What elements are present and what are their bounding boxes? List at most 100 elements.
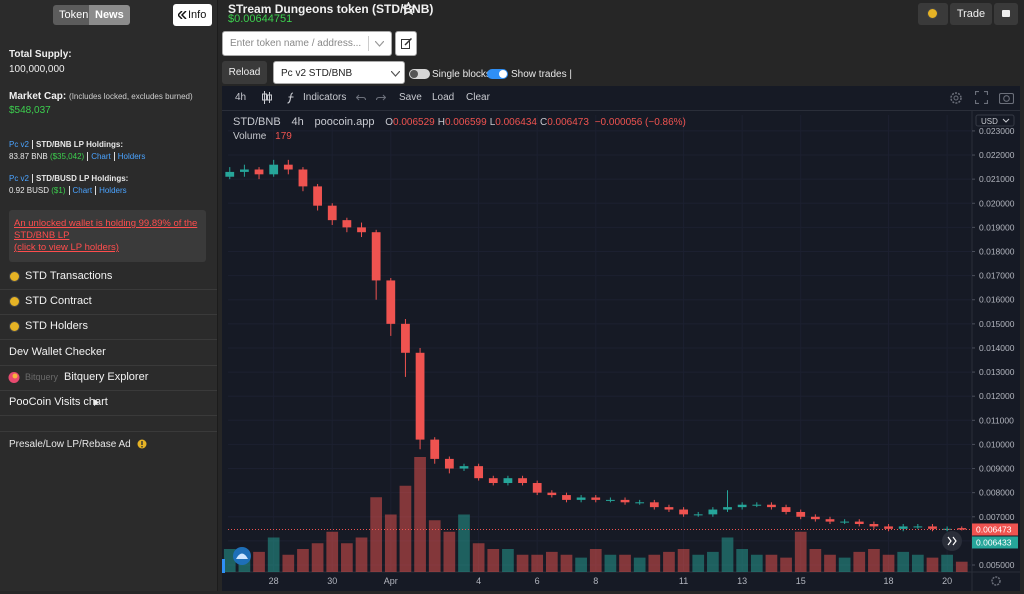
candle-body: [357, 227, 366, 233]
dropdown-caret: [391, 71, 400, 77]
menu-item[interactable]: STD Contract: [0, 289, 217, 315]
search-input[interactable]: Enter token name / address...: [222, 31, 392, 56]
ohlc-key: C: [539, 117, 548, 128]
candle-body: [342, 220, 352, 228]
currency-dropdown[interactable]: USD: [975, 114, 1015, 127]
trade-button[interactable]: Trade: [950, 3, 992, 25]
menu-item[interactable]: Bitquery Bitquery Explorer: [0, 365, 217, 391]
lp-source[interactable]: Pc v2: [9, 140, 30, 149]
menu-label: PooCoin Visits chart: [9, 396, 108, 408]
show-trades-label: Show trades |: [511, 69, 572, 80]
candle-body: [313, 186, 322, 206]
y-tick-label: 0.016000: [979, 295, 1015, 305]
volume-bar: [575, 557, 587, 572]
clear-button[interactable]: Clear: [466, 92, 490, 103]
indicators-button[interactable]: Indicators: [303, 92, 347, 103]
ohlc-value: 0.006529: [393, 117, 435, 128]
favorite-star[interactable]: [402, 2, 415, 15]
info-label: Info: [188, 9, 207, 21]
volume-bar: [458, 514, 470, 572]
single-blocks-label: Single blocks: [432, 69, 491, 80]
snapshot-icon[interactable]: [999, 91, 1014, 104]
lp-source[interactable]: Pc v2: [9, 174, 30, 183]
scroll-chevron: [947, 536, 952, 546]
menu-button[interactable]: [994, 3, 1018, 25]
lp-amount: 83.87 BNB: [9, 152, 48, 161]
volume-bar: [633, 557, 646, 572]
lp-usd: ($35,042): [49, 152, 85, 161]
volume-bar: [809, 549, 822, 572]
edit-button[interactable]: [395, 31, 417, 56]
candle-body: [459, 466, 469, 469]
volume-bar: [297, 549, 309, 572]
single-blocks-toggle[interactable]: [409, 69, 430, 79]
dropdown-caret: [1002, 118, 1010, 123]
interval-button[interactable]: 4h: [235, 92, 247, 103]
lp-title: STD/BUSD LP Holdings:: [32, 174, 129, 183]
volume-bar: [911, 554, 924, 572]
warning-box[interactable]: An unlocked wallet is holding 99.89% of …: [9, 210, 206, 262]
menu-item[interactable]: Dev Wallet Checker: [0, 340, 217, 366]
lp-holdings-1: Pc v2 STD/BNB LP Holdings: 83.87 BNB ($35…: [9, 140, 146, 161]
y-tick-label: 0.008000: [979, 488, 1015, 498]
candle-body: [547, 492, 557, 496]
scroll-button[interactable]: [942, 531, 962, 551]
lp-holdings-2: Pc v2 STD/BUSD LP Holdings: 0.92 BUSD ($1…: [9, 174, 129, 195]
candle-body: [649, 502, 659, 508]
candle-body: [723, 507, 732, 510]
lp-link[interactable]: Holders: [113, 152, 146, 161]
volume-bar: [443, 531, 456, 572]
chart-button[interactable]: [918, 3, 948, 25]
settings-icon[interactable]: [949, 91, 963, 105]
candle-body: [928, 526, 937, 529]
lp-link[interactable]: Chart: [87, 152, 111, 161]
menu-item[interactable]: PooCoin Visits chart: [0, 390, 217, 416]
redo-icon[interactable]: [376, 94, 386, 102]
total-supply: 100,000,000: [9, 64, 65, 75]
save-button[interactable]: Save: [399, 92, 422, 103]
legend-interval: 4h: [291, 116, 304, 128]
news-tab[interactable]: News: [89, 5, 130, 25]
candle-type-icon[interactable]: [262, 91, 272, 104]
show-trades-toggle[interactable]: [487, 69, 508, 79]
volume-bar: [692, 554, 705, 572]
candle-body: [752, 504, 762, 506]
candle-body: [327, 205, 337, 221]
pair-select[interactable]: Pc v2 STD/BNB: [273, 61, 405, 84]
volume-bar: [736, 549, 749, 572]
menu-label: STD Contract: [25, 295, 92, 307]
volume-bar: [472, 543, 485, 572]
menu-item[interactable]: STD Transactions: [0, 264, 217, 290]
candle-body: [576, 497, 586, 500]
undo-icon[interactable]: [356, 94, 366, 102]
ohlc-value: 0.006473: [547, 117, 589, 128]
volume-bar: [545, 551, 558, 572]
volume-bar: [531, 554, 544, 572]
volume-bar: [487, 549, 500, 572]
menu-item[interactable]: STD Holders: [0, 314, 217, 340]
sidebar: Token News Info Total Supply: 100,000,00…: [0, 0, 218, 591]
legend-symbol: STD/BNB: [233, 116, 281, 128]
price-tag-label: 0.006433: [976, 537, 1012, 547]
ad-link[interactable]: Presale/Low LP/Rebase Ad: [9, 439, 147, 450]
candle-body: [840, 521, 850, 523]
edit-icon: [401, 38, 412, 49]
toggle-knob: [499, 70, 507, 78]
x-tick-label: 20: [942, 576, 952, 586]
info-button[interactable]: Info: [173, 4, 212, 26]
lp-link[interactable]: Chart: [68, 186, 93, 195]
lp-link[interactable]: Holders: [95, 186, 127, 195]
volume-bar: [341, 543, 353, 572]
lp-title: STD/BNB LP Holdings:: [32, 140, 123, 149]
chevron-icon: [178, 11, 187, 19]
warning-link[interactable]: (click to view LP holders): [14, 242, 119, 253]
token-tab[interactable]: Token: [53, 5, 95, 25]
reload-button[interactable]: Reload: [222, 61, 267, 84]
volume-bar: [326, 531, 339, 572]
menu-label: STD Transactions: [25, 270, 113, 282]
load-button[interactable]: Load: [432, 92, 455, 103]
currency-box: [975, 114, 1015, 127]
fullscreen-icon[interactable]: [975, 91, 988, 104]
legend-row: Volume 179: [233, 131, 686, 142]
axis-settings[interactable]: [991, 576, 1001, 586]
